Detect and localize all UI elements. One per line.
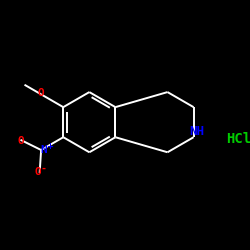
Text: +: + [46, 142, 53, 151]
Text: O: O [17, 136, 24, 146]
Text: NH: NH [189, 125, 204, 138]
Text: -: - [42, 163, 46, 173]
Text: O: O [38, 88, 44, 99]
Text: N: N [40, 145, 47, 155]
Text: O: O [34, 167, 41, 177]
Text: HCl: HCl [226, 132, 250, 146]
